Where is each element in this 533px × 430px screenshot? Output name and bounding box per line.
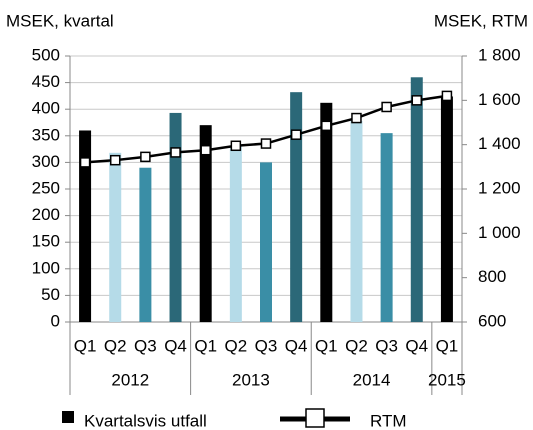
bar xyxy=(440,96,453,322)
y2-axis-title: MSEK, RTM xyxy=(434,11,528,30)
y2-tick-label: 1 200 xyxy=(478,178,521,197)
rtm-marker xyxy=(441,90,453,102)
bar xyxy=(199,125,212,322)
x-tick-label: Q1 xyxy=(315,336,338,355)
x-tick-label: Q1 xyxy=(436,336,459,355)
rtm-marker xyxy=(230,140,242,152)
x-tick-label: Q4 xyxy=(405,336,428,355)
y-tick-label: 250 xyxy=(32,178,60,197)
y-tick-label: 50 xyxy=(41,285,60,304)
legend-label: Kvartalsvis utfall xyxy=(84,411,207,430)
rtm-marker xyxy=(200,144,211,156)
bar xyxy=(79,130,92,322)
y-tick-label: 150 xyxy=(32,232,60,251)
bar xyxy=(260,162,272,322)
bar xyxy=(290,92,303,323)
rtm-marker xyxy=(140,151,151,163)
bar xyxy=(139,167,152,322)
rtm-marker xyxy=(411,95,423,106)
bar xyxy=(229,146,242,322)
y2-tick-label: 1 800 xyxy=(478,45,521,64)
legend-swatch xyxy=(62,411,74,423)
x-tick-label: Q2 xyxy=(225,336,248,355)
y2-tick-label: 1 600 xyxy=(478,90,521,109)
group-label: 2015 xyxy=(428,370,466,389)
bar xyxy=(380,133,393,322)
y-tick-label: 450 xyxy=(32,72,60,91)
y-axis-title: MSEK, kvartal xyxy=(6,11,114,30)
group-label: 2012 xyxy=(111,370,149,389)
y-tick-label: 400 xyxy=(32,99,60,118)
rtm-marker xyxy=(290,129,302,140)
rtm-marker xyxy=(321,120,332,132)
x-tick-label: Q3 xyxy=(375,336,398,355)
x-tick-label: Q4 xyxy=(164,336,187,355)
x-tick-label: Q1 xyxy=(74,336,97,355)
rtm-marker xyxy=(381,101,392,113)
x-tick-label: Q1 xyxy=(194,336,217,355)
y2-tick-label: 1 400 xyxy=(478,134,521,153)
rtm-marker xyxy=(79,157,91,168)
y-tick-label: 0 xyxy=(51,311,60,330)
y-tick-label: 100 xyxy=(32,258,60,277)
legend-label: RTM xyxy=(370,411,407,430)
bar xyxy=(410,77,423,322)
group-label: 2014 xyxy=(353,370,391,389)
y-tick-label: 300 xyxy=(32,152,60,171)
rtm-marker xyxy=(109,154,121,166)
y-tick-label: 200 xyxy=(32,205,60,224)
x-tick-label: Q2 xyxy=(104,336,127,355)
rtm-line xyxy=(84,94,448,164)
y-tick-label: 500 xyxy=(32,45,60,64)
legend-marker xyxy=(305,408,325,428)
y2-tick-label: 800 xyxy=(478,267,506,286)
bar xyxy=(350,120,363,323)
bar xyxy=(320,102,333,322)
rtm-marker xyxy=(170,147,181,158)
x-tick-label: Q2 xyxy=(345,336,368,355)
x-tick-label: Q4 xyxy=(285,336,308,355)
rtm-marker xyxy=(351,112,362,124)
group-label: 2013 xyxy=(232,370,270,389)
bar xyxy=(109,152,122,322)
y2-tick-label: 1 000 xyxy=(478,223,521,242)
y2-tick-label: 600 xyxy=(478,311,506,330)
x-tick-label: Q3 xyxy=(255,336,278,355)
y-tick-label: 350 xyxy=(32,125,60,144)
x-tick-label: Q3 xyxy=(134,336,157,355)
rtm-marker xyxy=(260,138,272,149)
bar xyxy=(169,112,182,322)
